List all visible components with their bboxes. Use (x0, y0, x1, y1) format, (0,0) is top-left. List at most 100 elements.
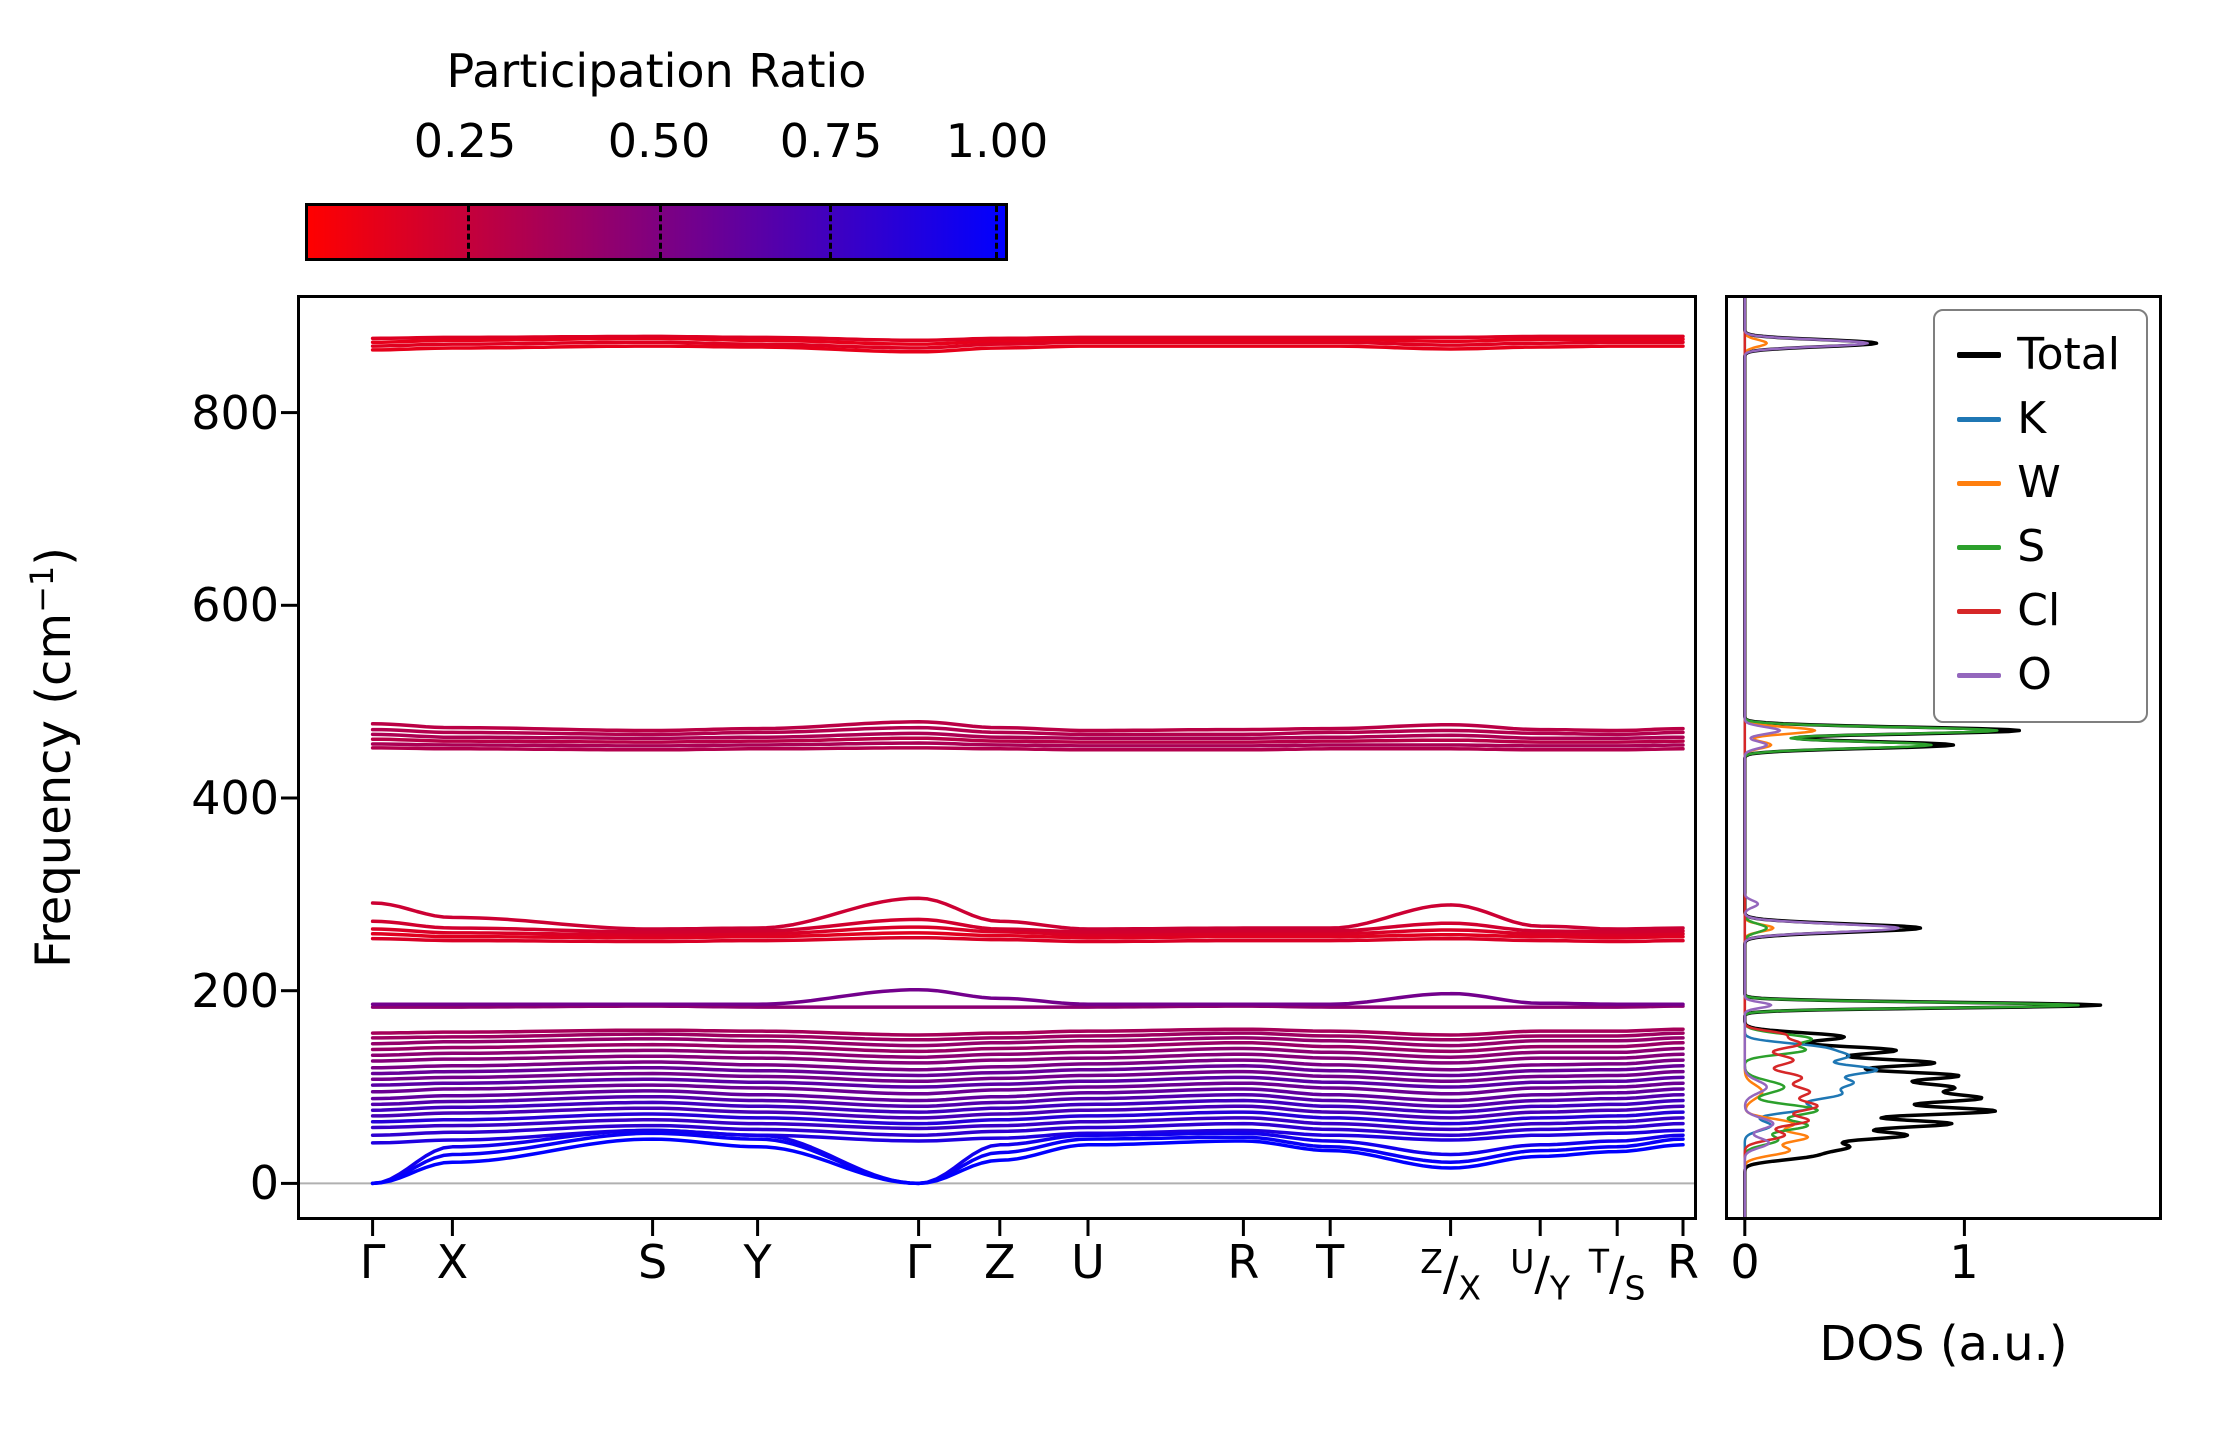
legend-item-total: Total (1957, 327, 2120, 383)
phonon-band (370, 1110, 1685, 1126)
colorbar-tick-mark (994, 206, 998, 258)
frequency-tick-label: 400 (191, 771, 279, 825)
frequency-tick-label: 200 (191, 964, 279, 1018)
legend-item-s: S (1957, 519, 2120, 575)
legend-item-w: W (1957, 455, 2120, 511)
phonon-band (370, 1128, 1685, 1145)
dos-plot (1725, 295, 2162, 1236)
dos-curve-o (1743, 295, 1900, 1220)
phonon-band (370, 1081, 1685, 1096)
phonon-band (370, 1031, 1685, 1042)
legend-label: S (2017, 521, 2046, 572)
kpoint-label-sup: Z (1420, 1242, 1443, 1281)
legend-line-swatch (1957, 544, 2002, 550)
legend-label: K (2017, 393, 2047, 444)
legend-line-swatch (1957, 672, 2002, 678)
colorbar-tick-label: 0.25 (413, 114, 517, 168)
phonon-band (370, 736, 1685, 744)
kpoint-label-sub: Y (1549, 1268, 1571, 1308)
legend-item-o: O (1957, 647, 2120, 703)
phonon-band (370, 1116, 1685, 1132)
legend-line-swatch (1957, 608, 2002, 614)
kpoint-label: X (436, 1235, 469, 1289)
kpoint-label: Y (743, 1235, 772, 1289)
phonon-band (370, 1004, 1685, 1009)
phonon-band (370, 925, 1685, 937)
kpoint-label-sup: T (1588, 1242, 1610, 1281)
legend-label: W (2017, 457, 2061, 508)
kpoint-label: Γ (359, 1235, 386, 1289)
phonon-band (370, 917, 1685, 934)
frequency-tick-labels: 0 200 400 600 800 (0, 295, 279, 1220)
legend-line-swatch (1957, 416, 2002, 422)
phonon-band (370, 741, 1685, 748)
kpoint-label-sub: S (1624, 1268, 1646, 1308)
band-structure-panel (281, 295, 1697, 1236)
phonon-band (370, 1036, 1685, 1048)
phonon-band (370, 1064, 1685, 1078)
band-structure-plot (281, 295, 1697, 1236)
phonon-band (370, 1075, 1685, 1089)
phonon-band (370, 1121, 1685, 1137)
phonon-band (370, 1052, 1685, 1065)
frequency-tick-label: 0 (249, 1156, 279, 1210)
kpoint-label: R (1667, 1235, 1699, 1289)
dos-panel-frame (1725, 295, 2162, 1220)
kpoint-tick-labels: Γ X S Y Γ Z U R T Z/X U/Y T/S R (297, 1233, 1699, 1323)
band-panel-frame (297, 295, 1697, 1220)
legend: Total K W S Cl O (1933, 309, 2148, 723)
phonon-band (370, 340, 1685, 350)
phonon-band (370, 1058, 1685, 1072)
phonon-band (370, 1046, 1685, 1059)
legend-label: Cl (2017, 585, 2061, 636)
kpoint-label: T/S (1588, 1242, 1646, 1308)
legend-label: O (2017, 649, 2052, 700)
dos-axis-label: DOS (a.u.) (1819, 1316, 2068, 1372)
phonon-band (370, 336, 1685, 346)
phonon-band (370, 1087, 1685, 1103)
kpoint-label: R (1227, 1235, 1260, 1289)
phonon-band (370, 720, 1685, 733)
colorbar-tick-mark (829, 206, 833, 258)
colorbar-tick-mark (466, 206, 470, 258)
phonon-band (370, 987, 1685, 1006)
legend-item-k: K (1957, 391, 2120, 447)
phonon-band (370, 896, 1685, 931)
phonon-band (370, 334, 1685, 343)
colorbar-tick-label: 0.75 (779, 114, 883, 168)
kpoint-label: T (1316, 1235, 1345, 1289)
dos-curve-k (1743, 295, 1879, 1220)
kpoint-label-sub: X (1458, 1268, 1481, 1308)
phonon-band (370, 1098, 1685, 1114)
phonon-band (370, 1137, 1685, 1186)
colorbar-tick-mark (658, 206, 662, 258)
legend-line-swatch (1957, 480, 2002, 486)
phonon-band (370, 344, 1685, 354)
legend-line-swatch (1957, 352, 2002, 358)
dos-tick-label: 1 (1949, 1235, 1979, 1289)
kpoint-label: U/Y (1510, 1242, 1571, 1308)
legend-label: Total (2017, 329, 2120, 380)
phonon-band (370, 731, 1685, 740)
kpoint-label: Γ (905, 1235, 932, 1289)
phonon-band (370, 1027, 1685, 1037)
dos-curve-cl (1743, 295, 1819, 1220)
frequency-tick-label: 600 (191, 578, 279, 632)
phonon-band (370, 725, 1685, 737)
colorbar-gradient (305, 203, 1008, 261)
phonon-band (370, 1092, 1685, 1109)
dos-tick-label: 0 (1730, 1235, 1760, 1289)
dos-panel: Total K W S Cl O (1725, 295, 2162, 1236)
kpoint-label: U (1071, 1235, 1105, 1289)
colorbar-tick-label: 0.50 (607, 114, 711, 168)
phonon-band (370, 746, 1685, 752)
kpoint-label: S (637, 1235, 668, 1289)
kpoint-label: Z (984, 1235, 1016, 1289)
phonon-band (370, 935, 1685, 944)
kpoint-label-sup: U (1510, 1242, 1535, 1281)
phonon-band (370, 1069, 1685, 1084)
colorbar-tick-label: 1.00 (945, 114, 1049, 168)
dos-curve-w (1743, 295, 1817, 1220)
frequency-tick-label: 800 (191, 386, 279, 440)
